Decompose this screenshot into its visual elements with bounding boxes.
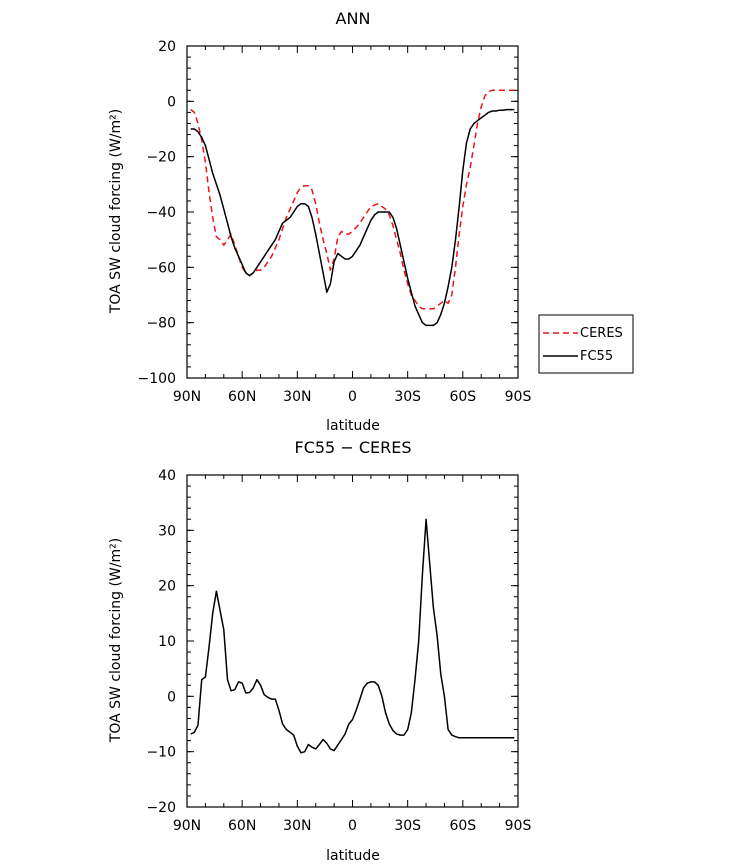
y-tick-label: 0 (167, 689, 176, 705)
y-axis-label: TOA SW cloud forcing (W/m²) (108, 109, 124, 314)
y-tick-label: −20 (146, 800, 176, 816)
y-tick-labels: −20 −10 0 10 20 30 40 (146, 468, 176, 816)
legend-box (538, 314, 634, 374)
x-tick-label: 90S (505, 818, 532, 834)
y-tick-label: −60 (146, 260, 176, 276)
y-tick-label: −40 (146, 205, 176, 221)
y-tick-label: −20 (146, 150, 176, 166)
x-tick-labels: 90N 60N 30N 0 30S 60S 90S (173, 389, 532, 405)
x-tick-label: 60N (228, 389, 256, 405)
y-tick-label: 10 (158, 634, 176, 650)
x-tick-label: 90N (173, 818, 201, 834)
axis-ticks (186, 474, 519, 808)
x-tick-label: 30S (394, 818, 421, 834)
x-tick-label: 30N (283, 389, 311, 405)
x-tick-label: 60S (449, 818, 476, 834)
chart-panel-difference: FC55 − CERES 90N 60N 30N 0 30S 60S 90S −20 −10 0… (108, 438, 531, 864)
y-tick-label: −100 (138, 371, 176, 387)
y-tick-label: −10 (146, 745, 176, 761)
series-line-ceres (190, 89, 515, 310)
x-tick-label: 30N (283, 818, 311, 834)
x-tick-label: 60N (228, 818, 256, 834)
x-tick-label: 0 (348, 818, 357, 834)
legend: CERES FC55 (538, 314, 634, 374)
y-tick-labels: −100 −80 −60 −40 −20 0 20 (138, 39, 176, 387)
y-tick-label: 30 (158, 523, 176, 539)
series-line-fc55 (190, 108, 515, 327)
chart-title: ANN (336, 9, 371, 28)
plot-frame (186, 474, 519, 808)
y-axis-label: TOA SW cloud forcing (W/m²) (108, 538, 124, 743)
y-tick-label: 0 (167, 94, 176, 110)
y-tick-label: −80 (146, 316, 176, 332)
legend-label-fc55: FC55 (580, 349, 613, 364)
chart-title: FC55 − CERES (295, 438, 412, 457)
x-axis-label: latitude (326, 418, 380, 434)
y-tick-label: 20 (158, 39, 176, 55)
data-series (190, 518, 515, 754)
chart-panel-ann: ANN 90N 60N 30N 0 30S 60S 90S −100 −80 −60 −40 −20… (108, 9, 634, 434)
x-axis-label: latitude (326, 848, 380, 864)
data-series (190, 89, 515, 327)
y-tick-label: 40 (158, 468, 176, 484)
x-tick-label: 30S (394, 389, 421, 405)
x-tick-labels: 90N 60N 30N 0 30S 60S 90S (173, 818, 532, 834)
axis-ticks (186, 45, 519, 379)
plot-frame (186, 45, 519, 379)
legend-label-ceres: CERES (580, 326, 623, 341)
x-tick-label: 0 (348, 389, 357, 405)
x-tick-label: 60S (449, 389, 476, 405)
y-tick-label: 20 (158, 579, 176, 595)
x-tick-label: 90N (173, 389, 201, 405)
x-tick-label: 90S (505, 389, 532, 405)
series-line-difference (190, 518, 515, 754)
